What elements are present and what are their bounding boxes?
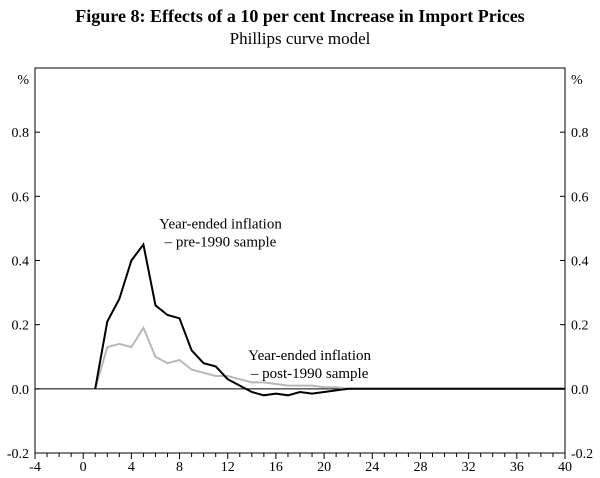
- y-axis-tick-label-left: -0.2: [7, 447, 29, 462]
- y-axis-unit-label-right: %: [571, 73, 583, 88]
- y-axis-tick-label-left: 0.8: [12, 126, 30, 141]
- annotation-pre-1990-label: Year-ended inflation – pre-1990 sample: [159, 216, 282, 250]
- y-axis-tick-label-right: 0.8: [571, 126, 589, 141]
- x-axis-tick-label: 40: [558, 460, 572, 475]
- x-axis-tick-label: 24: [365, 460, 379, 475]
- x-axis-tick-label: 28: [413, 460, 427, 475]
- x-axis-tick-label: -4: [29, 460, 41, 475]
- x-axis-tick-label: 20: [317, 460, 331, 475]
- figure-title: Figure 8: Effects of a 10 per cent Incre…: [75, 6, 525, 26]
- figure-subtitle: Phillips curve model: [229, 29, 371, 48]
- plot-border: [34, 67, 566, 454]
- y-axis-tick-label-left: 0.2: [12, 319, 30, 334]
- y-axis-unit-label-left: %: [17, 73, 29, 88]
- y-axis-tick-label-right: 0.2: [571, 319, 589, 334]
- y-axis-tick-label-right: 0.4: [571, 255, 589, 270]
- y-axis-tick-label-left: 0.4: [12, 255, 30, 270]
- x-axis-tick-label: 12: [221, 460, 235, 475]
- y-axis-tick-label-right: 0.6: [571, 190, 589, 205]
- y-axis-tick-label-left: 0.6: [12, 190, 30, 205]
- y-axis-tick-label-left: 0.0: [12, 383, 30, 398]
- x-axis-tick-label: 32: [462, 460, 476, 475]
- y-axis-tick-label-right: 0.0: [571, 383, 589, 398]
- x-axis-tick-label: 0: [80, 460, 87, 475]
- phillips-curve-chart: -4 0 4 8 12 16 20 24 28 32 36 40-0.2 -0.20.0 0.00.2 0.…: [7, 67, 593, 475]
- x-axis-tick-label: 4: [128, 460, 135, 475]
- x-axis-tick-label: 36: [510, 460, 524, 475]
- annotation-post-1990-label: Year-ended inflation – post-1990 sample: [248, 348, 371, 382]
- y-axis-tick-label-right: -0.2: [571, 447, 593, 462]
- x-axis-tick-label: 16: [269, 460, 283, 475]
- pre-1990-series-line: [94, 242, 565, 397]
- x-axis-tick-label: 8: [176, 460, 183, 475]
